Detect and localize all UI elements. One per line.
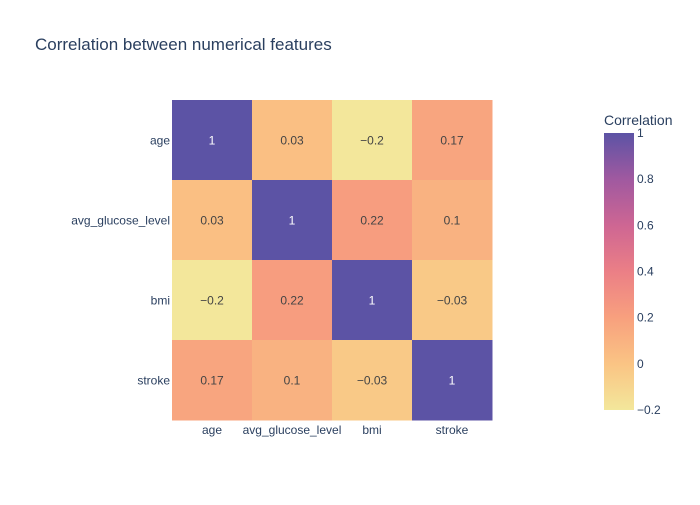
y-tick-label: bmi: [151, 294, 170, 308]
cell-value-label: −0.2: [200, 294, 224, 308]
y-tick-label: avg_glucose_level: [71, 214, 170, 228]
heatmap-cell: [172, 180, 253, 261]
colorbar-tick-label: 0.8: [637, 172, 654, 186]
cell-value-label: −0.03: [357, 374, 388, 388]
cell-value-label: 0.03: [200, 214, 224, 228]
cell-value-label: 0.03: [280, 134, 304, 148]
cell-value-label: 0.17: [440, 134, 464, 148]
colorbar-title: Correlation: [604, 112, 672, 128]
cell-value-label: 1: [209, 134, 216, 148]
heatmap-cell-labels: 1 0.03 −0.2 0.17 0.03 1 0.22 0.1 −0.2 0.22 1 −0.03 0…: [200, 134, 467, 388]
heatmap-cell: [252, 180, 333, 261]
colorbar-tick-label: 1: [637, 126, 644, 140]
cell-value-label: 0.17: [200, 374, 224, 388]
cell-value-label: 0.1: [284, 374, 301, 388]
cell-value-label: 1: [289, 214, 296, 228]
heatmap-cell: [252, 100, 333, 181]
y-tick-label: age: [150, 134, 170, 148]
x-tick-label: stroke: [436, 423, 469, 437]
colorbar-ticks: −0.2 0 0.2 0.4 0.6 0.8 1: [637, 126, 661, 417]
cell-value-label: −0.03: [437, 294, 468, 308]
heatmap-cell: [332, 340, 413, 421]
x-tick-label: avg_glucose_level: [243, 423, 342, 437]
colorbar-tick-label: 0.2: [637, 311, 654, 325]
cell-value-label: 0.22: [280, 294, 304, 308]
x-axis-ticks: age avg_glucose_level bmi stroke: [202, 423, 469, 437]
cell-value-label: 1: [369, 294, 376, 308]
heatmap-cell: [172, 340, 253, 421]
heatmap-cell: [332, 260, 413, 341]
colorbar-tick-label: 0.4: [637, 265, 654, 279]
cell-value-label: 1: [449, 374, 456, 388]
colorbar-tick-label: 0.6: [637, 218, 654, 232]
chart-title: Correlation between numerical features: [35, 35, 332, 54]
heatmap-cell: [412, 340, 493, 421]
heatmap-cell: [332, 180, 413, 261]
heatmap-cell: [252, 340, 333, 421]
colorbar-tick-label: −0.2: [637, 403, 661, 417]
heatmap-cells: [172, 100, 493, 421]
x-tick-label: age: [202, 423, 222, 437]
heatmap-cell: [172, 100, 253, 181]
cell-value-label: 0.22: [360, 214, 384, 228]
colorbar-tick-label: 0: [637, 357, 644, 371]
heatmap-cell: [332, 100, 413, 181]
colorbar: [604, 133, 634, 410]
x-tick-label: bmi: [362, 423, 381, 437]
cell-value-label: 0.1: [444, 214, 461, 228]
y-tick-label: stroke: [137, 374, 170, 388]
heatmap-cell: [412, 180, 493, 261]
heatmap-cell: [172, 260, 253, 341]
heatmap-cell: [252, 260, 333, 341]
heatmap-cell: [412, 260, 493, 341]
heatmap-cell: [412, 100, 493, 181]
cell-value-label: −0.2: [360, 134, 384, 148]
